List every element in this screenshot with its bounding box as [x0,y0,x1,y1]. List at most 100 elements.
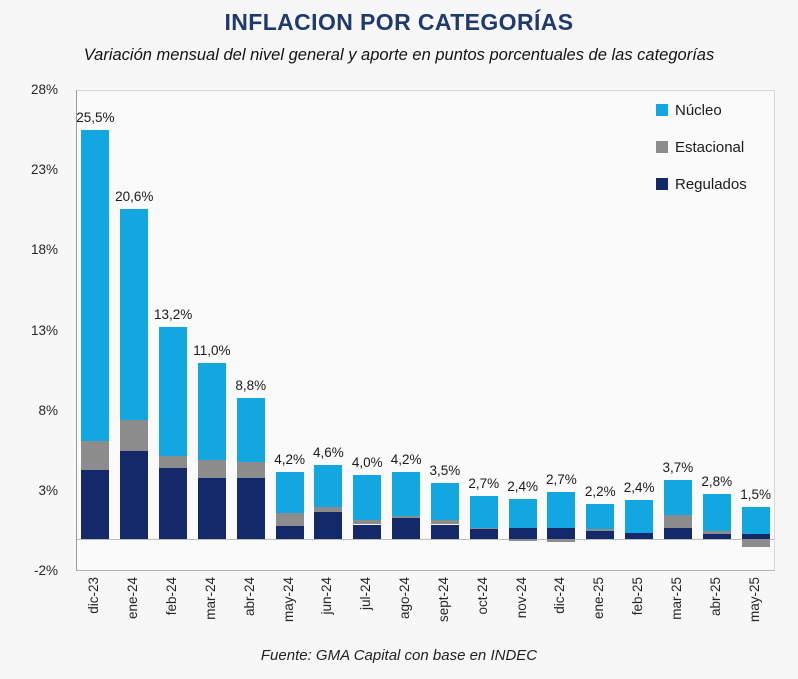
x-label-jun-24: jun-24 [319,577,335,615]
value-label-ene-25: 2,2% [584,483,616,499]
bar-segment-regulados-jun-24 [314,511,343,539]
bar-segment-estacional-sept-24 [430,519,459,525]
plot-area [76,90,775,571]
bar-segment-estacional-abr-24 [236,461,265,478]
x-label-mar-24: mar-24 [202,577,218,620]
x-label-abr-25: abr-25 [707,577,723,617]
bar-segment-nucleo-mar-25 [663,479,692,515]
x-label-feb-24: feb-24 [164,577,180,616]
bar-segment-estacional-mar-25 [663,514,692,528]
legend-swatch-icon [656,141,668,153]
value-label-jun-24: 4,6% [313,445,344,461]
value-label-dic-23: 25,5% [76,110,115,126]
bar-segment-estacional-jul-24 [353,519,382,525]
bar-segment-estacional-ago-24 [392,516,421,519]
bar-segment-estacional-abr-25 [702,530,731,535]
bar-segment-nucleo-may-25 [741,506,770,535]
zero-axis-line [77,539,774,540]
x-label-ago-24: ago-24 [397,577,413,620]
legend-label: Regulados [675,175,747,193]
x-label-oct-24: oct-24 [474,577,490,615]
value-label-may-25: 1,5% [740,486,771,502]
bar-segment-nucleo-nov-24 [508,498,537,528]
x-label-jul-24: jul-24 [358,577,374,611]
bar-segment-nucleo-jul-24 [353,474,382,520]
chart-legend: Núcleo Estacional Regulados [656,100,747,211]
bar-segment-nucleo-oct-24 [469,495,498,528]
y-tick-0: 28% [30,82,58,97]
bar-segment-regulados-ene-24 [120,450,149,539]
x-label-ene-25: ene-25 [591,577,607,620]
bar-segment-nucleo-dic-23 [81,130,110,442]
bar-segment-estacional-may-25 [741,538,770,547]
bar-segment-regulados-sept-24 [430,524,459,539]
x-label-nov-24: nov-24 [513,577,529,619]
bar-segment-regulados-mar-24 [197,478,226,539]
bar-segment-nucleo-ago-24 [392,471,421,517]
bar-segment-nucleo-abr-25 [702,494,731,531]
bar-segment-nucleo-mar-24 [197,362,226,461]
chart-title: INFLACION POR CATEGORÍAS [224,9,574,35]
bar-segment-regulados-abr-24 [236,478,265,539]
legend-swatch-icon [656,104,668,116]
bar-segment-estacional-nov-24 [508,538,537,541]
value-label-may-24: 4,2% [274,451,305,467]
bar-segment-estacional-ene-24 [120,420,149,451]
bar-segment-estacional-oct-24 [469,527,498,530]
bar-segment-nucleo-may-24 [275,471,304,514]
bar-segment-regulados-ene-25 [586,530,615,539]
bar-segment-regulados-ago-24 [392,518,421,539]
bar-segment-nucleo-sept-24 [430,482,459,520]
x-label-mar-25: mar-25 [668,577,684,620]
bar-segment-nucleo-feb-25 [625,500,654,533]
bar-segment-regulados-dic-23 [81,469,110,539]
bar-segment-regulados-feb-25 [625,532,654,539]
legend-swatch-icon [656,178,668,190]
legend-item-nucleo: Núcleo [656,100,747,120]
bar-segment-estacional-dic-23 [81,441,110,470]
legend-item-regulados: Regulados [656,174,747,194]
bar-segment-regulados-dic-24 [547,527,576,539]
bar-segment-estacional-jun-24 [314,506,343,512]
bar-segment-regulados-jul-24 [353,524,382,539]
value-label-ago-24: 4,2% [390,451,422,467]
bar-segment-estacional-dic-24 [547,538,576,543]
x-label-ene-24: ene-24 [125,577,141,620]
bar-segment-estacional-feb-24 [159,455,188,469]
value-label-jul-24: 4,0% [351,454,383,470]
legend-label: Núcleo [675,101,722,119]
value-label-feb-25: 2,4% [623,480,655,496]
bar-segment-regulados-may-24 [275,526,304,539]
bar-segment-nucleo-jun-24 [314,465,343,507]
legend-label: Estacional [675,138,745,156]
bar-segment-estacional-ene-25 [586,529,615,531]
bar-segment-nucleo-feb-24 [159,327,188,456]
value-label-abr-25: 2,8% [701,474,733,490]
bar-segment-nucleo-abr-24 [236,397,265,462]
x-label-abr-24: abr-24 [241,577,257,617]
source-note: Fuente: GMA Capital con base en INDEC [260,647,538,664]
value-label-abr-24: 8,8% [235,377,267,393]
y-tick-6: -2% [33,563,58,578]
value-label-mar-25: 3,7% [662,459,694,475]
x-label-dic-24: dic-24 [552,577,568,614]
value-label-feb-24: 13,2% [153,307,193,323]
legend-item-estacional: Estacional [656,137,747,157]
bar-segment-regulados-oct-24 [469,529,498,539]
x-label-may-24: may-24 [280,577,296,623]
x-label-dic-23: dic-23 [86,577,102,614]
value-label-sept-24: 3,5% [429,462,461,478]
x-label-may-25: may-25 [746,577,762,623]
bar-segment-regulados-feb-24 [159,468,188,539]
bar-segment-nucleo-ene-25 [586,503,615,530]
bar-segment-estacional-mar-24 [197,460,226,478]
value-label-mar-24: 11,0% [193,342,231,358]
y-tick-2: 18% [30,242,58,258]
bar-segment-regulados-may-25 [741,534,770,539]
bar-segment-regulados-mar-25 [663,527,692,539]
x-label-sept-24: sept-24 [435,577,451,623]
x-label-feb-25: feb-25 [630,577,646,616]
bar-segment-regulados-abr-25 [702,534,731,539]
bar-segment-nucleo-ene-24 [120,208,149,421]
